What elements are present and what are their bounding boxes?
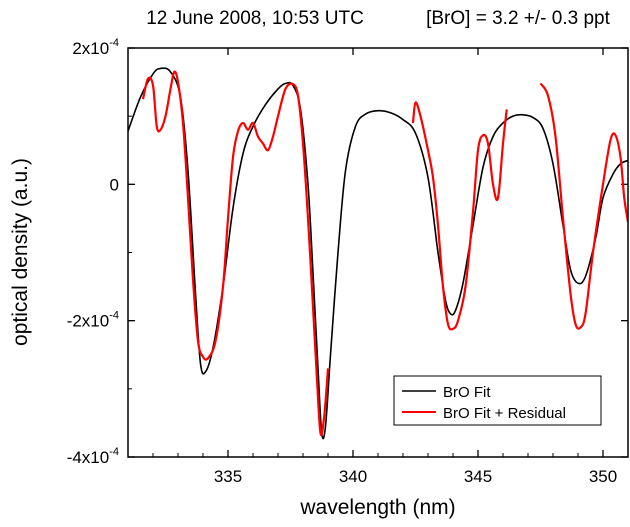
- chart-title-left: 12 June 2008, 10:53 UTC: [146, 8, 364, 29]
- x-axis-label: wavelength (nm): [299, 496, 455, 519]
- series-line-bro-fit-residual-segment-2: [539, 82, 628, 330]
- y-tick-label: 0: [110, 175, 119, 194]
- x-tick-label: 335: [214, 467, 242, 486]
- series-line-bro-fit-residual-segment-0: [141, 70, 330, 436]
- x-ticks: 335 340 345 350: [127, 48, 629, 486]
- series-layer: [128, 67, 628, 440]
- series-line-bro-fit-residual-segment-1: [411, 101, 508, 331]
- x-tick-label: 340: [339, 467, 367, 486]
- x-tick-label: 350: [589, 467, 617, 486]
- y-axis-label: optical density (a.u.): [9, 158, 32, 346]
- legend: BrO Fit BrO Fit + Residual: [393, 375, 602, 426]
- plot-frame: [127, 47, 629, 458]
- y-ticks: 2x10-4 0 -2x10-4 -4x10-4: [67, 37, 628, 467]
- chart-title-right: [BrO] = 3.2 +/- 0.3 ppt: [426, 8, 610, 29]
- y-tick-label: -2x10-4: [67, 310, 119, 331]
- legend-label-bro-fit: BrO Fit: [443, 384, 491, 401]
- series-line-bro-fit-segment-0: [128, 67, 628, 440]
- x-tick-label: 345: [464, 467, 492, 486]
- legend-label-bro-fit-residual: BrO Fit + Residual: [443, 405, 566, 422]
- y-tick-label: 2x10-4: [72, 37, 119, 58]
- plot-area: 2x10-4 0 -2x10-4 -4x10-4 335 340 345 350: [67, 37, 629, 486]
- legend-box: [393, 375, 602, 426]
- y-tick-label: -4x10-4: [67, 446, 119, 467]
